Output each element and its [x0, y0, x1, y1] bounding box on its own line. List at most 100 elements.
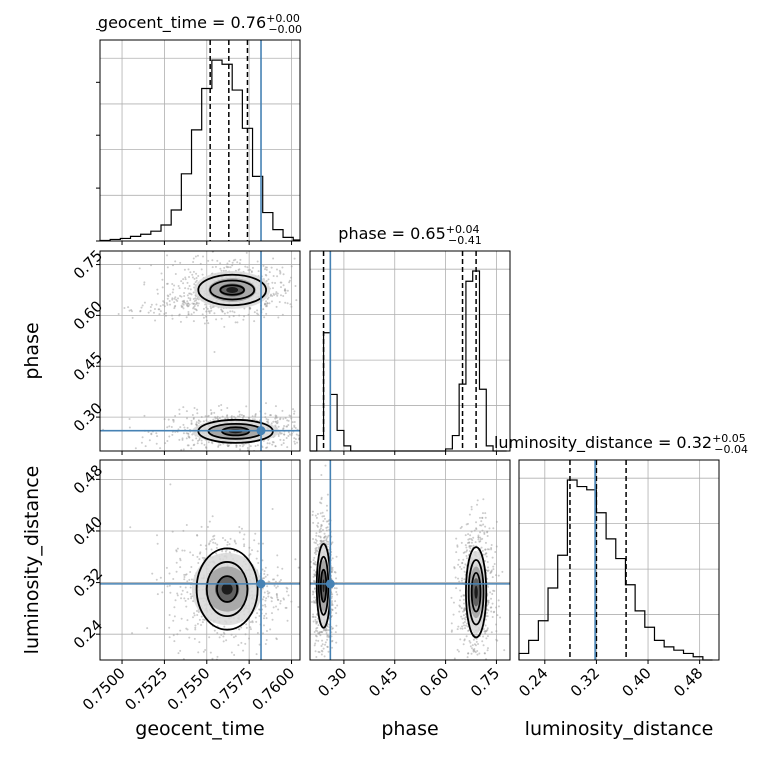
scatter-point	[287, 435, 290, 438]
scatter-point	[193, 406, 196, 409]
scatter-point	[164, 442, 167, 445]
scatter-point	[323, 532, 326, 535]
scatter-point	[326, 633, 329, 636]
scatter-point	[269, 294, 272, 297]
scatter-point	[331, 600, 334, 603]
scatter-point	[477, 538, 480, 541]
scatter-point	[271, 294, 274, 297]
scatter-point	[131, 632, 134, 635]
scatter-point	[181, 589, 184, 592]
scatter-point	[321, 515, 324, 518]
scatter-point	[286, 619, 289, 622]
scatter-point	[169, 303, 172, 306]
scatter-point	[470, 508, 473, 511]
scatter-point	[189, 586, 192, 589]
scatter-point	[143, 281, 146, 284]
scatter-point	[279, 294, 282, 297]
scatter-point	[194, 624, 197, 627]
scatter-point	[274, 292, 277, 295]
scatter-point	[166, 297, 169, 300]
scatter-point	[466, 541, 469, 544]
scatter-point	[238, 628, 241, 631]
scatter-point	[153, 307, 156, 310]
scatter-point	[179, 559, 182, 562]
scatter-point	[475, 521, 478, 524]
scatter-point	[211, 266, 214, 269]
scatter-point	[317, 546, 320, 549]
scatter-point	[174, 273, 177, 276]
scatter-point	[155, 432, 158, 435]
scatter-point	[237, 644, 240, 647]
scatter-point	[313, 541, 316, 544]
joint-panel-geocent_time-luminosity_distance	[99, 459, 301, 665]
x-tick-label: 0.75	[467, 664, 503, 700]
scatter-point	[235, 663, 237, 665]
scatter-point	[189, 292, 192, 295]
scatter-point	[128, 417, 131, 420]
scatter-point	[320, 653, 323, 656]
scatter-point	[296, 441, 299, 444]
scatter-point	[180, 448, 183, 451]
scatter-point	[317, 639, 320, 642]
y-tick-label: 0.75	[70, 246, 106, 282]
histogram-step-geocent_time	[99, 59, 301, 242]
scatter-point	[485, 637, 488, 640]
scatter-point	[264, 303, 267, 306]
scatter-point	[293, 412, 296, 415]
scatter-point	[173, 615, 176, 618]
title-main: geocent_time = 0.76	[98, 13, 266, 33]
scatter-point	[450, 630, 453, 633]
scatter-point	[286, 446, 289, 449]
scatter-point	[177, 285, 180, 288]
scatter-point	[239, 258, 242, 261]
scatter-point	[240, 626, 243, 629]
scatter-point	[274, 417, 277, 420]
scatter-point	[460, 579, 463, 582]
scatter-point	[185, 316, 188, 319]
scatter-point	[479, 531, 482, 534]
scatter-point	[210, 548, 213, 551]
scatter-point	[130, 308, 133, 311]
scatter-point	[314, 601, 317, 604]
title-sup: +0.05	[712, 432, 746, 445]
scatter-point	[185, 523, 188, 526]
scatter-point	[314, 432, 316, 434]
scatter-point	[494, 551, 497, 554]
scatter-point	[267, 580, 270, 583]
scatter-point	[171, 530, 174, 533]
title-sup: +0.00	[266, 12, 300, 25]
scatter-point	[179, 585, 182, 588]
scatter-point	[264, 266, 267, 269]
scatter-point	[198, 618, 201, 621]
scatter-point	[320, 473, 323, 476]
scatter-point	[484, 525, 487, 528]
scatter-point	[458, 580, 461, 583]
scatter-point	[317, 522, 320, 525]
title-sub: −0.00	[268, 23, 302, 36]
scatter-point	[321, 528, 324, 531]
scatter-point	[461, 617, 464, 620]
scatter-point	[263, 577, 266, 580]
scatter-point	[231, 662, 233, 664]
scatter-point	[182, 448, 185, 451]
scatter-point	[166, 294, 169, 297]
scatter-point	[141, 436, 144, 439]
scatter-point	[184, 573, 187, 576]
scatter-point	[238, 415, 241, 418]
scatter-point	[222, 631, 225, 634]
scatter-point	[314, 650, 317, 653]
scatter-point	[184, 287, 187, 290]
scatter-point	[201, 556, 204, 559]
scatter-point	[314, 642, 317, 645]
scatter-point	[490, 543, 493, 546]
scatter-point	[244, 642, 247, 645]
scatter-point	[185, 410, 188, 413]
scatter-point	[256, 260, 259, 263]
marginal-panel-geocent_time	[96, 28, 301, 242]
scatter-point	[289, 415, 292, 418]
scatter-point	[196, 254, 199, 257]
scatter-point	[190, 595, 193, 598]
scatter-point	[249, 621, 252, 624]
scatter-point	[242, 649, 245, 652]
scatter-point	[327, 441, 329, 443]
